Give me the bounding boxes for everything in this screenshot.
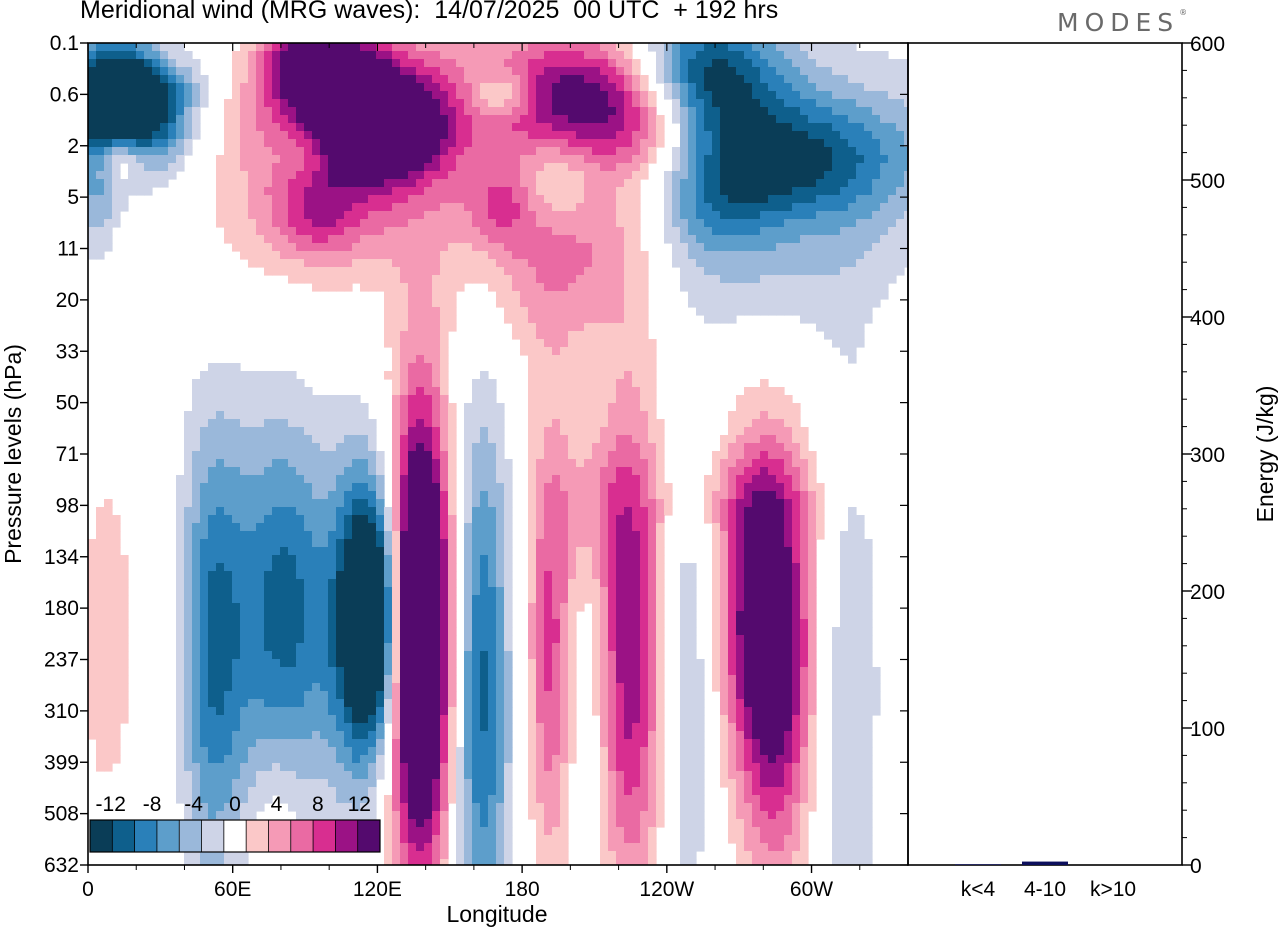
colorbar-label: -8 (143, 793, 162, 816)
energy-bar-0 (955, 864, 1001, 865)
energy-tick-label: 400 (1190, 307, 1225, 330)
x-tick-label: 120E (353, 878, 402, 901)
colorbar-swatch (201, 820, 225, 852)
x-tick-label: 60E (214, 878, 251, 901)
energy-category-label: k<4 (961, 878, 996, 901)
y-tick-label: 134 (44, 546, 79, 569)
y-tick-label: 180 (44, 597, 79, 620)
y-tick-label: 399 (44, 751, 79, 774)
y-tick-label: 20 (56, 289, 79, 312)
colorbar: -12 -8 -4 0 4 8 12 (89, 793, 381, 853)
colorbar-swatch (313, 820, 336, 852)
colorbar-swatch (134, 820, 158, 852)
colorbar-label: -12 (96, 793, 126, 816)
y-tick-label: 237 (44, 649, 79, 672)
y-tick-label: 0.6 (50, 83, 79, 106)
y-tick-label: 98 (56, 494, 79, 517)
colorbar-label: 12 (348, 793, 371, 816)
colorbar-label: -4 (184, 793, 203, 816)
colorbar-swatch (179, 820, 202, 852)
y-tick-label: 632 (44, 854, 79, 877)
energy-bar-1 (1022, 861, 1068, 865)
energy-tick-label: 600 (1190, 33, 1225, 56)
modes-logo: MODES® (1057, 8, 1188, 37)
energy-tick-label: 100 (1190, 718, 1225, 741)
energy-tick-label: 200 (1190, 581, 1225, 604)
colorbar-swatch (268, 820, 292, 852)
chart-title: Meridional wind (MRG waves): 14/07/2025 … (80, 0, 779, 24)
y-tick-label: 508 (44, 803, 79, 826)
x-axis-title: Longitude (446, 901, 547, 927)
y-tick-label: 2 (67, 135, 79, 158)
colorbar-swatch (290, 820, 314, 852)
y-tick-label: 5 (67, 186, 79, 209)
colorbar-swatch (246, 820, 269, 852)
colorbar-swatch (112, 820, 135, 852)
y-tick-label: 50 (56, 392, 79, 415)
y-tick-label: 33 (56, 340, 79, 363)
x-tick-label: 60W (790, 878, 833, 901)
colorbar-label: 0 (229, 793, 241, 816)
energy-tick-label: 0 (1190, 855, 1202, 878)
energy-tick-label: 500 (1190, 170, 1225, 193)
energy-bars: k<4 4-10 k>10 (955, 861, 1136, 901)
colorbar-swatch (156, 820, 180, 852)
colorbar-swatch (90, 820, 113, 852)
y-tick-label: 310 (44, 700, 79, 723)
y-tick-label: 71 (56, 443, 79, 466)
y-tick-label: 0.1 (50, 32, 79, 55)
heatmap-field (88, 43, 908, 865)
colorbar-label: 4 (271, 793, 283, 816)
energy-category-label: k>10 (1090, 878, 1136, 901)
energy-tick-label: 300 (1190, 444, 1225, 467)
colorbar-label: 8 (312, 793, 324, 816)
y-axis-title: Pressure levels (hPa) (0, 344, 26, 564)
energy-axis-title: Energy (J/kg) (1252, 386, 1278, 523)
colorbar-swatch (335, 820, 358, 852)
colorbar-swatch (223, 820, 247, 852)
energy-category-label: 4-10 (1024, 878, 1066, 901)
x-tick-label: 0 (82, 878, 94, 901)
y-tick-label: 11 (57, 238, 79, 261)
x-tick-label: 180 (505, 878, 540, 901)
colorbar-swatch (357, 820, 381, 852)
energy-frame (907, 42, 1183, 866)
x-tick-label: 120W (639, 878, 694, 901)
